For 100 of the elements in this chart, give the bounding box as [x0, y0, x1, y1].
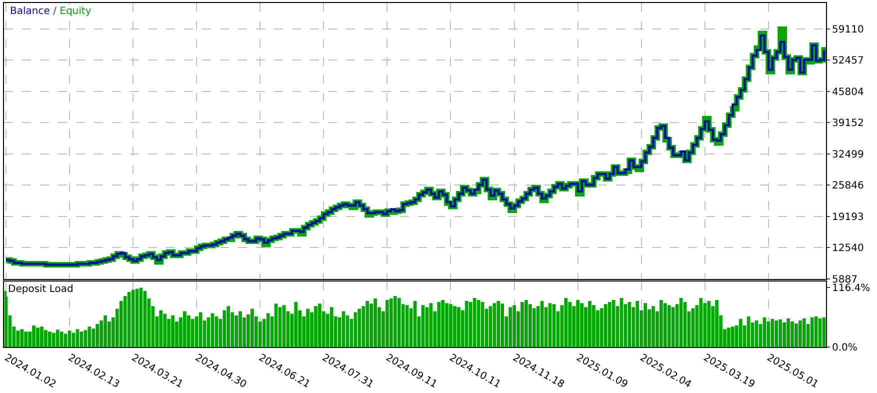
bar — [159, 310, 163, 347]
bar — [123, 296, 127, 347]
bar — [746, 316, 750, 347]
bar — [393, 296, 397, 347]
bar — [40, 326, 44, 347]
bar — [798, 320, 802, 347]
bar — [770, 318, 774, 347]
bar — [707, 301, 711, 347]
bar — [198, 312, 202, 347]
chart-title: Deposit Load — [8, 284, 74, 295]
bar — [171, 315, 174, 347]
bar — [699, 298, 703, 347]
bar — [472, 298, 476, 347]
bar — [386, 300, 389, 347]
bar — [425, 307, 429, 347]
bar — [222, 310, 226, 347]
bar — [456, 307, 460, 347]
bar — [540, 301, 544, 347]
bar — [532, 308, 536, 347]
y-tick-label: 45804 — [832, 86, 864, 98]
bar — [131, 290, 135, 347]
bar — [727, 328, 730, 347]
bar — [186, 315, 190, 347]
annotation: / — [53, 6, 56, 17]
bar — [790, 321, 794, 347]
bar — [600, 308, 604, 347]
bar — [52, 332, 56, 347]
bar — [592, 305, 596, 347]
bar — [226, 306, 230, 347]
y-tick-label: 12540 — [832, 243, 864, 254]
bar — [508, 307, 512, 347]
bar — [604, 304, 608, 347]
y-tick-label: 59110 — [832, 24, 864, 36]
bar — [330, 307, 334, 347]
bar — [660, 300, 663, 347]
bar — [163, 314, 167, 347]
bar — [405, 305, 409, 347]
bar — [512, 305, 516, 347]
bar — [445, 303, 448, 347]
bar — [104, 315, 107, 347]
y-tick-label: 39152 — [832, 118, 864, 130]
bar — [24, 332, 28, 347]
bar — [810, 317, 814, 347]
bar — [663, 303, 667, 347]
bar — [500, 304, 504, 347]
bar — [266, 313, 270, 347]
y-tick-label: 25846 — [832, 180, 864, 192]
bar — [608, 302, 612, 347]
bar — [96, 324, 100, 347]
bar — [76, 329, 80, 347]
bar — [449, 304, 452, 347]
y-tick-label: 32499 — [832, 149, 864, 160]
bar — [56, 330, 60, 347]
bar — [782, 322, 786, 347]
bar — [358, 308, 362, 347]
bar — [778, 319, 782, 347]
y-tick-label: 0.0% — [832, 342, 858, 354]
bar — [679, 298, 683, 347]
bar — [580, 303, 584, 347]
bar — [464, 301, 468, 347]
bar — [588, 301, 592, 347]
bar — [64, 334, 68, 347]
text: Balance — [10, 6, 50, 17]
bar — [441, 300, 444, 347]
bar — [636, 301, 640, 347]
bar — [68, 330, 72, 347]
bar — [528, 304, 532, 347]
bar — [88, 326, 92, 347]
bar — [234, 315, 238, 347]
bar — [314, 306, 318, 347]
bar — [766, 321, 770, 347]
bar — [190, 318, 194, 347]
bar — [306, 308, 310, 347]
y-tick-label: 52457 — [832, 56, 864, 67]
bar — [389, 298, 393, 347]
bar — [644, 303, 648, 347]
bar — [568, 302, 572, 347]
bar — [182, 311, 186, 347]
bar — [20, 329, 24, 347]
bar — [36, 328, 40, 347]
bar — [366, 301, 370, 347]
bar — [794, 324, 798, 347]
bar — [492, 303, 496, 347]
bar — [84, 330, 88, 347]
bar — [72, 332, 76, 347]
bar — [44, 330, 48, 347]
bar — [520, 302, 524, 347]
bar — [250, 308, 254, 347]
bar — [397, 298, 401, 347]
bar — [814, 316, 818, 347]
bar — [652, 306, 655, 347]
bar — [802, 318, 806, 347]
bar — [453, 306, 456, 347]
bar — [374, 298, 377, 347]
y-tick-label: 19193 — [832, 212, 864, 223]
bar — [437, 302, 441, 347]
y-tick-label: 116.4% — [832, 283, 870, 294]
bar — [667, 305, 671, 347]
bar — [738, 318, 742, 347]
bar — [127, 292, 131, 347]
